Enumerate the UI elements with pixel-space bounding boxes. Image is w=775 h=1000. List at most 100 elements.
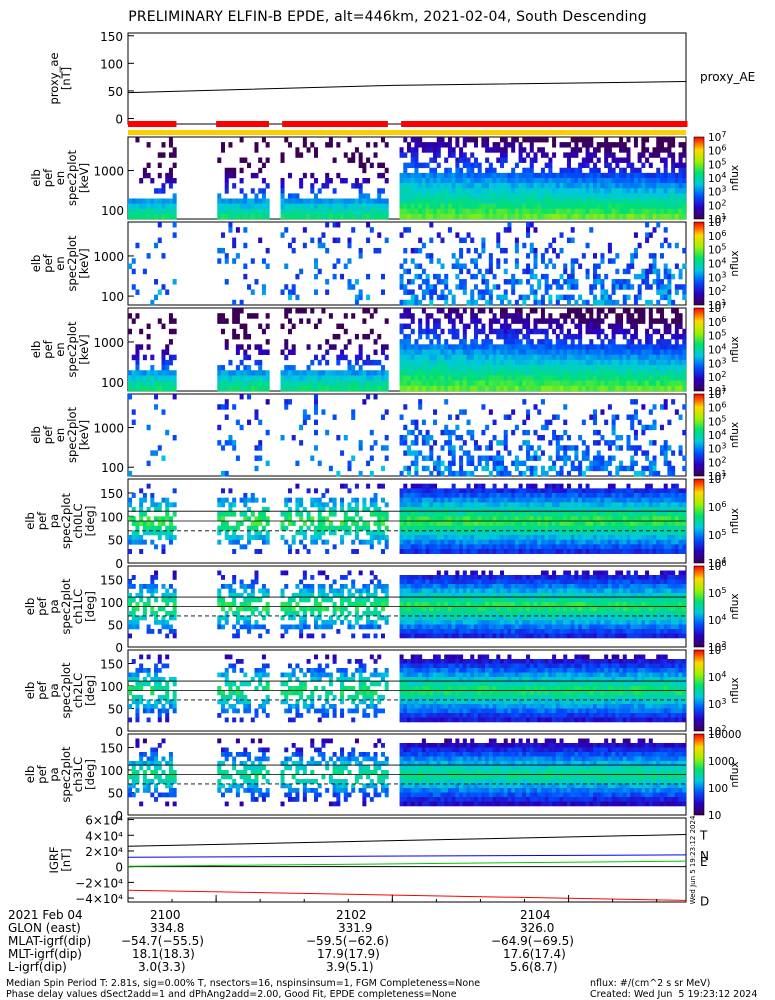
spectrogram-cell	[537, 445, 542, 451]
spectrogram-cell	[514, 203, 519, 210]
spectrogram-cell	[488, 188, 493, 194]
spectrogram-cell	[418, 198, 423, 204]
pitch-angle-cell	[481, 544, 486, 550]
spectrogram-cell	[302, 142, 307, 148]
spectrogram-cell	[410, 279, 415, 285]
spectrogram-cell	[436, 470, 441, 477]
spectrogram-cell	[172, 354, 177, 361]
spectrogram-cell	[414, 247, 419, 254]
spectrogram-cell	[261, 198, 266, 204]
spectrogram-cell	[447, 414, 452, 420]
spectrogram-cell	[544, 178, 549, 184]
spectrogram-cell	[265, 460, 270, 467]
pitch-angle-cell	[380, 483, 385, 489]
spectrogram-cell	[663, 375, 668, 381]
pitch-angle-cell	[522, 539, 527, 545]
ylabel-line: [deg]	[83, 506, 97, 537]
spectrogram-cell	[302, 242, 307, 249]
spectrogram-cell	[607, 198, 612, 204]
spectrogram-cell	[384, 208, 389, 215]
pitch-angle-cell	[514, 525, 519, 531]
spectrogram-cell	[444, 198, 449, 204]
spectrogram-cell	[585, 465, 590, 472]
spectrogram-cell	[135, 242, 140, 249]
spectrogram-cell	[518, 147, 523, 153]
spectrogram-cell	[459, 253, 464, 259]
spectrogram-cell	[362, 167, 367, 174]
spectrogram-cell	[663, 188, 668, 194]
spectrogram-cell	[403, 313, 408, 319]
spectrogram-cell	[671, 172, 676, 179]
spectrogram-cell	[507, 208, 512, 215]
spectrogram-cell	[239, 137, 244, 143]
spectrogram-cell	[239, 157, 244, 163]
spectrogram-cell	[284, 313, 289, 319]
spectrogram-cell	[146, 213, 151, 220]
spectrogram-cell	[436, 198, 441, 204]
spectrogram-cell	[604, 142, 609, 148]
spectrogram-cell	[340, 323, 345, 330]
spectrogram-cell	[496, 460, 501, 467]
ylabel-line: en	[53, 256, 67, 270]
spectrogram-cell	[674, 385, 679, 392]
pitch-angle-cell	[570, 488, 575, 494]
spectrogram-cell	[496, 370, 501, 376]
pitch-angle-cell	[380, 549, 385, 554]
spectrogram-cell	[421, 455, 426, 461]
pitch-angle-cell	[410, 488, 415, 494]
pitch-angle-cell	[526, 493, 531, 498]
spectrogram-cell	[447, 349, 452, 355]
pitch-angle-cell	[340, 497, 345, 503]
spectrogram-cell	[265, 399, 270, 405]
spectrogram-cell	[522, 344, 527, 350]
spectrogram-cell	[585, 380, 590, 387]
spectrogram-cell	[232, 167, 237, 174]
spectrogram-cell	[496, 198, 501, 204]
spectrogram-cell	[128, 213, 133, 220]
spectrogram-cell	[154, 375, 159, 381]
spectrogram-cell	[128, 203, 133, 210]
spectrogram-cell	[552, 365, 557, 371]
spectrogram-cell	[522, 375, 527, 381]
spectrogram-cell	[522, 419, 527, 426]
spectrogram-cell	[581, 203, 586, 210]
spectrogram-cell	[522, 157, 527, 163]
spectrogram-cell	[407, 359, 412, 366]
spectrogram-cell	[537, 380, 542, 387]
spectrogram-cell	[232, 385, 237, 392]
spectrogram-cell	[351, 455, 356, 461]
spectrogram-cell	[682, 178, 687, 184]
pitch-angle-cell	[578, 507, 583, 512]
spectrogram-cell	[455, 385, 460, 392]
spectrogram-cell	[232, 258, 237, 264]
spectrogram-cell	[648, 375, 653, 381]
spectrogram-cell	[552, 213, 557, 220]
spectrogram-cell	[544, 162, 549, 169]
spectrogram-cell	[314, 323, 319, 330]
spectrogram-cell	[593, 440, 598, 446]
pitch-angle-cell	[373, 507, 378, 512]
pitch-angle-cell	[403, 507, 408, 512]
pitch-angle-cell	[451, 507, 456, 512]
spectrogram-cell	[444, 279, 449, 285]
pitch-angle-cell	[403, 497, 408, 503]
pitch-angle-cell	[366, 521, 371, 526]
spectrogram-cell	[235, 380, 240, 387]
spectrogram-cell	[678, 198, 683, 204]
spectrogram-cell	[165, 359, 170, 366]
spectrogram-cell	[481, 465, 486, 472]
spectrogram-cell	[641, 178, 646, 184]
spectrogram-cell	[544, 333, 549, 340]
spectrogram-cell	[358, 445, 363, 451]
spectrogram-cell	[637, 167, 642, 174]
spectrogram-cell	[637, 273, 642, 280]
pitch-angle-cell	[384, 516, 389, 522]
pitch-angle-cell	[511, 497, 516, 503]
spectrogram-cell	[604, 188, 609, 194]
spectrogram-cell	[518, 359, 523, 366]
spectrogram-cell	[659, 172, 664, 179]
spectrogram-cell	[615, 198, 620, 204]
pitch-angle-cell	[500, 549, 505, 554]
spectrogram-cell	[514, 313, 519, 319]
spectrogram-cell	[630, 414, 635, 420]
